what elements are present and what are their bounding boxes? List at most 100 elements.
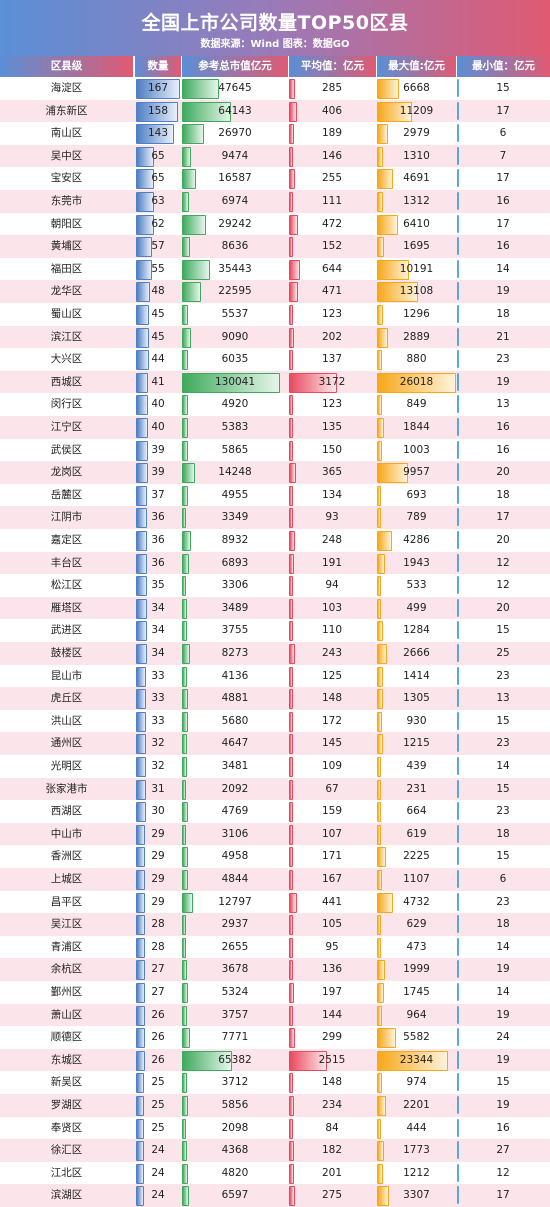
max-value: 4691	[403, 172, 430, 185]
avg-value: 3172	[318, 375, 346, 388]
max-bar	[377, 915, 381, 936]
max-bar	[377, 237, 385, 258]
total-value: 2098	[221, 1121, 249, 1134]
count-bar	[136, 1096, 145, 1116]
min-bar	[457, 779, 459, 798]
total-bar	[182, 372, 280, 393]
max-bar	[377, 146, 383, 167]
district-name: 嘉定区	[50, 534, 83, 546]
max-value: 1212	[403, 1166, 430, 1179]
count-bar	[136, 214, 154, 235]
total-bar	[182, 192, 190, 212]
avg-value: 123	[321, 398, 343, 411]
count-value: 33	[151, 669, 165, 682]
max-value: 974	[406, 1076, 427, 1089]
district-name: 丰台区	[50, 556, 83, 569]
total-bar	[182, 666, 188, 687]
avg-value: 441	[321, 895, 343, 908]
total-value: 12797	[218, 895, 252, 908]
count-bar	[136, 983, 145, 1003]
count-bar	[136, 1118, 145, 1139]
district-name: 江北区	[50, 1166, 83, 1179]
max-value: 619	[406, 827, 427, 840]
avg-value: 202	[321, 330, 343, 343]
avg-value: 110	[321, 624, 343, 637]
district-name: 大兴区	[50, 353, 83, 366]
total-value: 6035	[221, 353, 249, 366]
max-bar	[377, 214, 398, 235]
count-bar	[136, 124, 174, 145]
max-value: 2201	[403, 1099, 430, 1111]
max-bar	[377, 169, 393, 190]
avg-bar	[289, 192, 293, 212]
max-value: 693	[406, 488, 427, 501]
count-bar	[136, 802, 146, 823]
max-value: 964	[406, 1008, 427, 1021]
total-bar	[182, 418, 188, 438]
min-value: 20	[496, 601, 510, 614]
total-value: 4958	[221, 850, 249, 863]
max-value: 439	[406, 760, 427, 772]
count-value: 27	[151, 986, 165, 998]
count-bar	[136, 689, 147, 710]
avg-value: 189	[321, 127, 343, 140]
min-bar	[457, 101, 459, 120]
min-bar	[457, 576, 459, 595]
count-value: 24	[151, 1166, 165, 1179]
avg-value: 172	[321, 714, 343, 727]
total-bar	[182, 802, 188, 823]
max-bar	[377, 553, 385, 574]
count-value: 167	[147, 82, 169, 94]
min-value: 23	[496, 805, 510, 818]
avg-value: 191	[321, 556, 343, 569]
max-value: 231	[406, 782, 427, 795]
max-bar	[377, 282, 418, 303]
max-value: 1215	[403, 737, 430, 750]
min-value: 18	[496, 827, 510, 840]
max-bar	[377, 531, 392, 551]
count-bar	[136, 1141, 145, 1162]
district-name: 昆山市	[50, 669, 83, 682]
total-value: 2092	[221, 782, 249, 795]
total-bar	[182, 1118, 186, 1139]
count-bar	[136, 531, 148, 551]
avg-value: 111	[321, 195, 343, 207]
max-bar	[377, 757, 381, 777]
total-value: 64143	[218, 104, 252, 117]
avg-value: 248	[321, 534, 343, 546]
total-value: 4769	[221, 805, 249, 818]
total-value: 29242	[218, 217, 252, 230]
max-value: 1310	[403, 149, 430, 162]
avg-value: 159	[321, 805, 343, 818]
max-value: 880	[406, 353, 427, 366]
min-bar	[457, 915, 459, 934]
max-bar	[377, 1005, 382, 1026]
avg-bar	[289, 124, 294, 145]
min-value: 17	[496, 1189, 510, 1202]
min-value: 14	[496, 986, 510, 998]
avg-bar	[289, 689, 294, 710]
total-value: 3712	[221, 1076, 249, 1089]
total-value: 9474	[221, 149, 249, 162]
max-bar	[377, 327, 388, 348]
avg-value: 107	[321, 827, 343, 840]
avg-bar	[289, 915, 293, 936]
max-value: 849	[406, 398, 427, 411]
avg-value: 406	[321, 104, 343, 117]
table-row: 滨江区 45 9090 202 2889 21	[0, 325, 550, 349]
count-bar	[136, 418, 149, 438]
count-value: 48	[151, 285, 165, 298]
max-value: 6410	[403, 217, 430, 230]
avg-bar	[289, 937, 293, 958]
avg-bar	[289, 463, 297, 484]
avg-bar	[289, 779, 293, 800]
total-bar	[182, 282, 201, 303]
avg-value: 84	[325, 1121, 339, 1134]
avg-value: 146	[321, 149, 343, 162]
min-bar	[457, 192, 459, 210]
max-bar	[377, 937, 381, 958]
avg-bar	[289, 1141, 294, 1162]
count-value: 26	[151, 1008, 165, 1021]
avg-value: 152	[321, 240, 343, 253]
table-row: 鄞州区 27 5324 197 1745 14	[0, 981, 550, 1004]
